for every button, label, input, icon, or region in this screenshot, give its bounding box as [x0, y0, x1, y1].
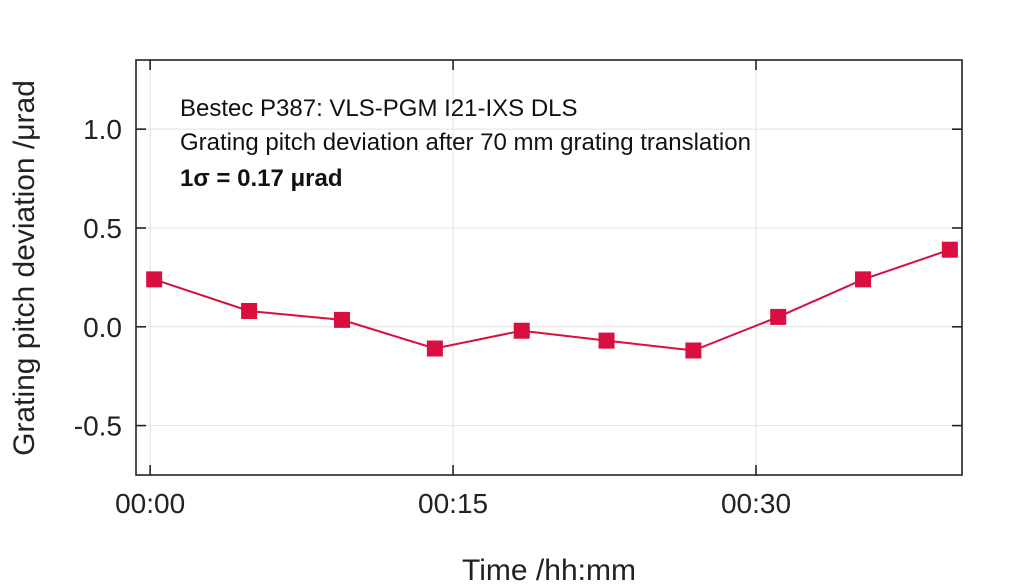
data-point-marker — [241, 302, 258, 319]
y-tick-label: 0.0 — [83, 312, 122, 343]
data-series — [146, 241, 958, 359]
x-tick-label: 00:00 — [115, 488, 185, 519]
data-point-marker — [333, 311, 350, 328]
plot-frame — [135, 59, 963, 476]
annotation-sigma: 1σ = 0.17 μrad — [180, 165, 343, 192]
y-axis-label: Grating pitch deviation /μrad — [8, 80, 41, 456]
data-point-marker — [770, 308, 787, 325]
data-point-marker — [941, 241, 958, 258]
data-point-marker — [685, 342, 702, 359]
y-tick-label: 0.5 — [83, 213, 122, 244]
data-point-marker — [855, 271, 872, 288]
annotation-title: Bestec P387: VLS-PGM I21-IXS DLS — [180, 95, 578, 122]
data-point-marker — [598, 332, 615, 349]
data-point-marker — [426, 340, 443, 357]
x-tick-label: 00:30 — [721, 488, 791, 519]
y-tick-label: 1.0 — [83, 114, 122, 145]
data-point-marker — [146, 271, 163, 288]
x-tick-label: 00:15 — [418, 488, 488, 519]
x-axis-label: Time /hh:mm — [462, 554, 636, 587]
axis-ticks: 1.0 0.5 0.0 -0.5 00:00 00:15 00:30 — [74, 60, 962, 519]
y-tick-label: -0.5 — [74, 411, 122, 442]
annotation-subtitle: Grating pitch deviation after 70 mm grat… — [180, 129, 751, 156]
data-point-marker — [513, 322, 530, 339]
series-line — [153, 248, 951, 352]
grid-lines — [136, 60, 962, 475]
